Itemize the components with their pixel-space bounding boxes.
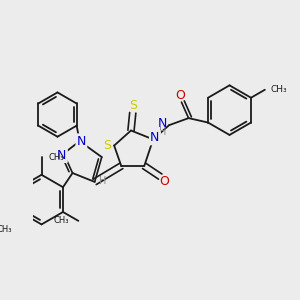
Text: CH₃: CH₃: [270, 85, 287, 94]
Text: CH₃: CH₃: [49, 153, 64, 162]
Text: S: S: [103, 139, 111, 152]
Text: N: N: [77, 135, 86, 148]
Text: N: N: [150, 131, 160, 144]
Text: H: H: [159, 127, 167, 137]
Text: CH₃: CH₃: [0, 225, 13, 234]
Text: N: N: [158, 117, 168, 130]
Text: N: N: [57, 149, 67, 162]
Text: O: O: [160, 175, 170, 188]
Text: S: S: [129, 99, 137, 112]
Text: CH₃: CH₃: [54, 216, 70, 225]
Text: H: H: [99, 176, 106, 186]
Text: O: O: [175, 88, 184, 102]
